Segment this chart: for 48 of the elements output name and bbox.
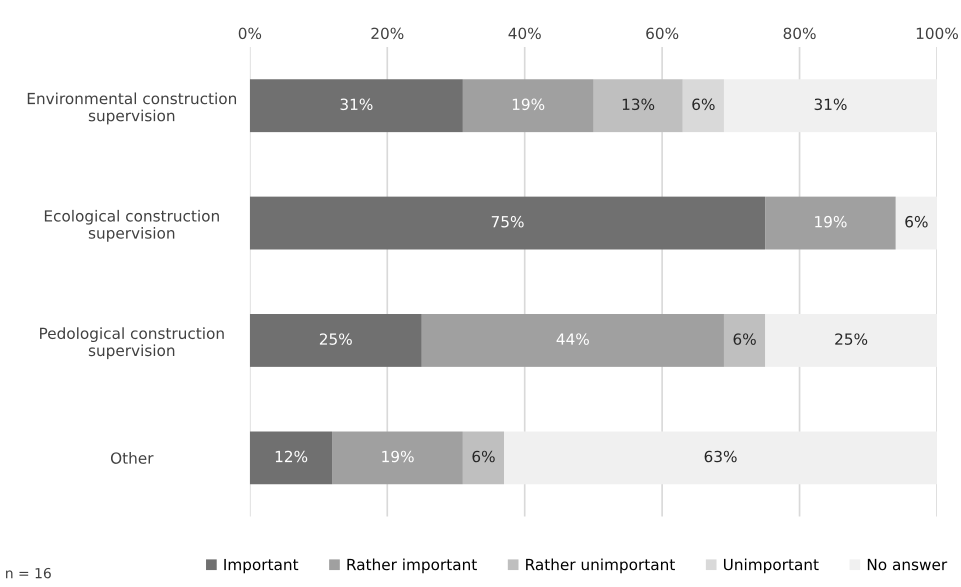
data-label: 19% xyxy=(382,450,414,462)
y-tick-label: Ecological construction supervision xyxy=(44,210,219,242)
data-label: 6% xyxy=(472,450,495,462)
data-label: 19% xyxy=(512,98,544,110)
x-tick-label: 60% xyxy=(646,28,678,40)
data-label: 13% xyxy=(622,98,654,110)
bar xyxy=(896,196,937,250)
x-tick-label: 100% xyxy=(916,28,958,40)
data-label: 19% xyxy=(815,216,847,228)
bar xyxy=(422,314,724,367)
bar xyxy=(765,196,896,250)
data-label: 75% xyxy=(492,216,524,228)
bar xyxy=(250,431,332,484)
data-label: 12% xyxy=(276,450,308,462)
data-label: 25% xyxy=(320,333,352,345)
data-label: 6% xyxy=(692,98,715,110)
bar xyxy=(462,79,594,132)
bar xyxy=(332,431,463,484)
data-label: 44% xyxy=(556,333,589,345)
bar xyxy=(250,79,463,132)
bar xyxy=(593,79,683,132)
y-tick-label: Pedological construction supervision xyxy=(40,327,224,360)
text: n = 16 xyxy=(6,568,51,578)
bar xyxy=(724,79,937,132)
bar xyxy=(724,314,766,367)
x-tick-label: 0% xyxy=(238,28,262,40)
legend-label: Rather important xyxy=(347,558,477,574)
data-label: 25% xyxy=(835,333,868,345)
x-tick-label: 40% xyxy=(508,28,541,40)
data-label: 31% xyxy=(340,98,372,110)
x-tick-label: 20% xyxy=(371,28,404,40)
legend-label: Unimportant xyxy=(724,558,819,574)
bar xyxy=(250,314,422,367)
legend-label: Rather unimportant xyxy=(526,558,675,574)
bar xyxy=(765,314,937,367)
bar xyxy=(682,79,724,132)
data-label: 31% xyxy=(814,98,847,110)
data-label: 6% xyxy=(734,333,756,345)
bar xyxy=(462,431,504,484)
y-tick-label: Other xyxy=(110,452,154,464)
bar xyxy=(504,431,937,484)
data-label: 63% xyxy=(704,450,737,462)
x-tick-label: 80% xyxy=(784,28,816,40)
bar xyxy=(250,196,766,250)
legend-label: No answer xyxy=(868,558,948,570)
y-tick-label: Environmental construction supervision xyxy=(28,92,236,124)
legend-label: Important xyxy=(224,558,298,574)
data-label: 6% xyxy=(905,216,928,228)
